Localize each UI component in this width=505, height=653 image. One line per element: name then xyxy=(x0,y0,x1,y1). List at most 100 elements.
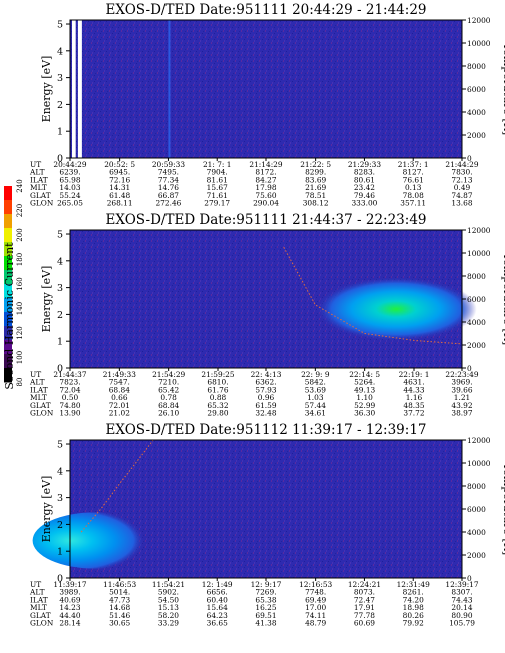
ephemeris-value: 20.14 xyxy=(451,603,472,612)
colorbar-swatch xyxy=(4,214,12,229)
panel-title: EXOS-D/TED Date:951111 20:44:29 - 21:44:… xyxy=(105,2,426,18)
ephemeris-value: 71.61 xyxy=(207,191,228,200)
ephemeris-value: 22:23:49 xyxy=(445,370,478,379)
ephemeris-value: 83.69 xyxy=(305,175,326,184)
panel-title: EXOS-D/TED Date:951112 11:39:17 - 12:39:… xyxy=(105,422,426,438)
colorbar-swatch xyxy=(4,186,12,201)
ephemeris-value: 41.38 xyxy=(255,619,276,628)
ephemeris-value: 61.48 xyxy=(109,191,130,200)
ephemeris-value: 6945. xyxy=(109,168,130,177)
y2-tick-label: 0 xyxy=(467,574,472,583)
ephemeris-row-label: ALT xyxy=(29,378,45,387)
ephemeris-value: 15.13 xyxy=(158,603,179,612)
ephemeris-value: 26.10 xyxy=(158,409,179,418)
data-gap xyxy=(72,20,76,158)
y2-axis-label: Temperature [K] xyxy=(501,463,505,555)
ephemeris-value: 69.49 xyxy=(305,595,326,604)
ephemeris-value: 76.61 xyxy=(403,175,424,184)
ephemeris-value: 1.16 xyxy=(406,393,423,402)
y2-tick-label: 8000 xyxy=(467,272,486,281)
colorbar-tick-label: 100 xyxy=(16,351,24,364)
ephemeris-value: 17.98 xyxy=(255,183,276,192)
ephemeris-value: 44.33 xyxy=(403,385,424,394)
ephemeris-value: 61.59 xyxy=(255,401,276,410)
y-tick-label: 0 xyxy=(57,154,63,165)
ephemeris-value: 7547. xyxy=(109,378,130,387)
ephemeris-value: 74.43 xyxy=(451,595,472,604)
ephemeris-value: 8127. xyxy=(403,168,424,177)
ephemeris-value: 4631. xyxy=(403,378,424,387)
ephemeris-value: 72.16 xyxy=(109,175,130,184)
y-tick-label: 5 xyxy=(57,440,63,451)
ephemeris-value: 0.66 xyxy=(111,393,128,402)
colorbar-label: Second Harmonic Current xyxy=(3,242,16,390)
colorbar-swatch xyxy=(4,270,12,285)
ephemeris-value: 72.01 xyxy=(109,401,130,410)
enhanced-stripe xyxy=(168,20,171,158)
ephemeris-value: 12:24:21 xyxy=(348,580,381,589)
ephemeris-value: 22: 4:13 xyxy=(251,370,282,379)
ephemeris-value: 7210. xyxy=(158,378,179,387)
y-tick-label: 2 xyxy=(57,310,63,321)
y-tick-label: 3 xyxy=(57,73,63,84)
ephemeris-value: 15.64 xyxy=(207,603,228,612)
colorbar: 80 100 120 140 160 180 200 220 240 xyxy=(4,179,24,386)
ephemeris-value: 0.88 xyxy=(210,393,227,402)
ephemeris-value: 80.90 xyxy=(451,611,472,620)
colorbar-tick-label: 160 xyxy=(16,277,24,290)
ephemeris-value: 6362. xyxy=(255,378,276,387)
ephemeris-value: 30.65 xyxy=(109,619,130,628)
y2-tick-label: 10000 xyxy=(467,459,491,468)
ephemeris-value: 272.46 xyxy=(155,199,181,208)
ephemeris-value: 52.99 xyxy=(354,401,375,410)
spectrogram-panel: EXOS-D/TED Date:951111 21:44:37 - 22:23:… xyxy=(29,212,505,418)
ephemeris-row-label: GLAT xyxy=(30,611,51,620)
ephemeris-row-label: ILAT xyxy=(30,385,48,394)
ephemeris-value: 51.46 xyxy=(109,611,130,620)
ephemeris-value: 0.49 xyxy=(454,183,471,192)
y-tick-label: 4 xyxy=(57,466,63,477)
ephemeris-value: 6239. xyxy=(59,168,80,177)
ephemeris-value: 55.24 xyxy=(59,191,80,200)
ephemeris-value: 21:54:29 xyxy=(152,370,185,379)
y-tick-label: 2 xyxy=(57,520,63,531)
colorbar-swatch xyxy=(4,340,12,355)
spectrogram-background xyxy=(70,20,462,158)
colorbar-tick-label: 180 xyxy=(16,253,24,266)
ephemeris-value: 7823. xyxy=(59,378,80,387)
ephemeris-row-label: UT xyxy=(30,370,41,379)
ephemeris-value: 22: 9: 9 xyxy=(301,370,330,379)
ephemeris-value: 8307. xyxy=(451,588,472,597)
y-axis-label: Energy [eV] xyxy=(40,476,53,543)
ephemeris-value: 61.76 xyxy=(207,385,228,394)
ephemeris-value: 14.03 xyxy=(59,183,80,192)
ephemeris-value: 21:29:33 xyxy=(348,160,381,169)
ephemeris-value: 72.13 xyxy=(451,175,472,184)
ephemeris-value: 57.93 xyxy=(255,385,276,394)
intensity-blob xyxy=(32,512,158,569)
y2-tick-label: 6000 xyxy=(467,505,486,514)
y2-tick-label: 6000 xyxy=(467,295,486,304)
y2-axis-label: Temperature [K] xyxy=(501,253,505,345)
ephemeris-value: 7495. xyxy=(158,168,179,177)
ephemeris-row-label: GLON xyxy=(30,199,54,208)
ephemeris-value: 29.80 xyxy=(207,409,228,418)
ephemeris-value: 57.44 xyxy=(305,401,326,410)
ephemeris-value: 12:39:17 xyxy=(445,580,478,589)
y-tick-label: 5 xyxy=(57,230,63,241)
ephemeris-value: 15.67 xyxy=(207,183,228,192)
ephemeris-value: 5842. xyxy=(305,378,326,387)
y-axis-label: Energy [eV] xyxy=(40,266,53,333)
ephemeris-value: 8283. xyxy=(354,168,375,177)
colorbar-swatch xyxy=(4,256,12,271)
ephemeris-value: 13.68 xyxy=(451,199,472,208)
y2-tick-label: 8000 xyxy=(467,482,486,491)
ephemeris-value: 77.78 xyxy=(354,611,375,620)
ephemeris-value: 290.04 xyxy=(253,199,279,208)
ephemeris-value: 265.05 xyxy=(57,199,83,208)
data-gap xyxy=(77,20,82,158)
ephemeris-value: 16.25 xyxy=(255,603,276,612)
ephemeris-value: 0.78 xyxy=(160,393,177,402)
ephemeris-value: 74.87 xyxy=(451,191,472,200)
ephemeris-value: 28.14 xyxy=(59,619,80,628)
